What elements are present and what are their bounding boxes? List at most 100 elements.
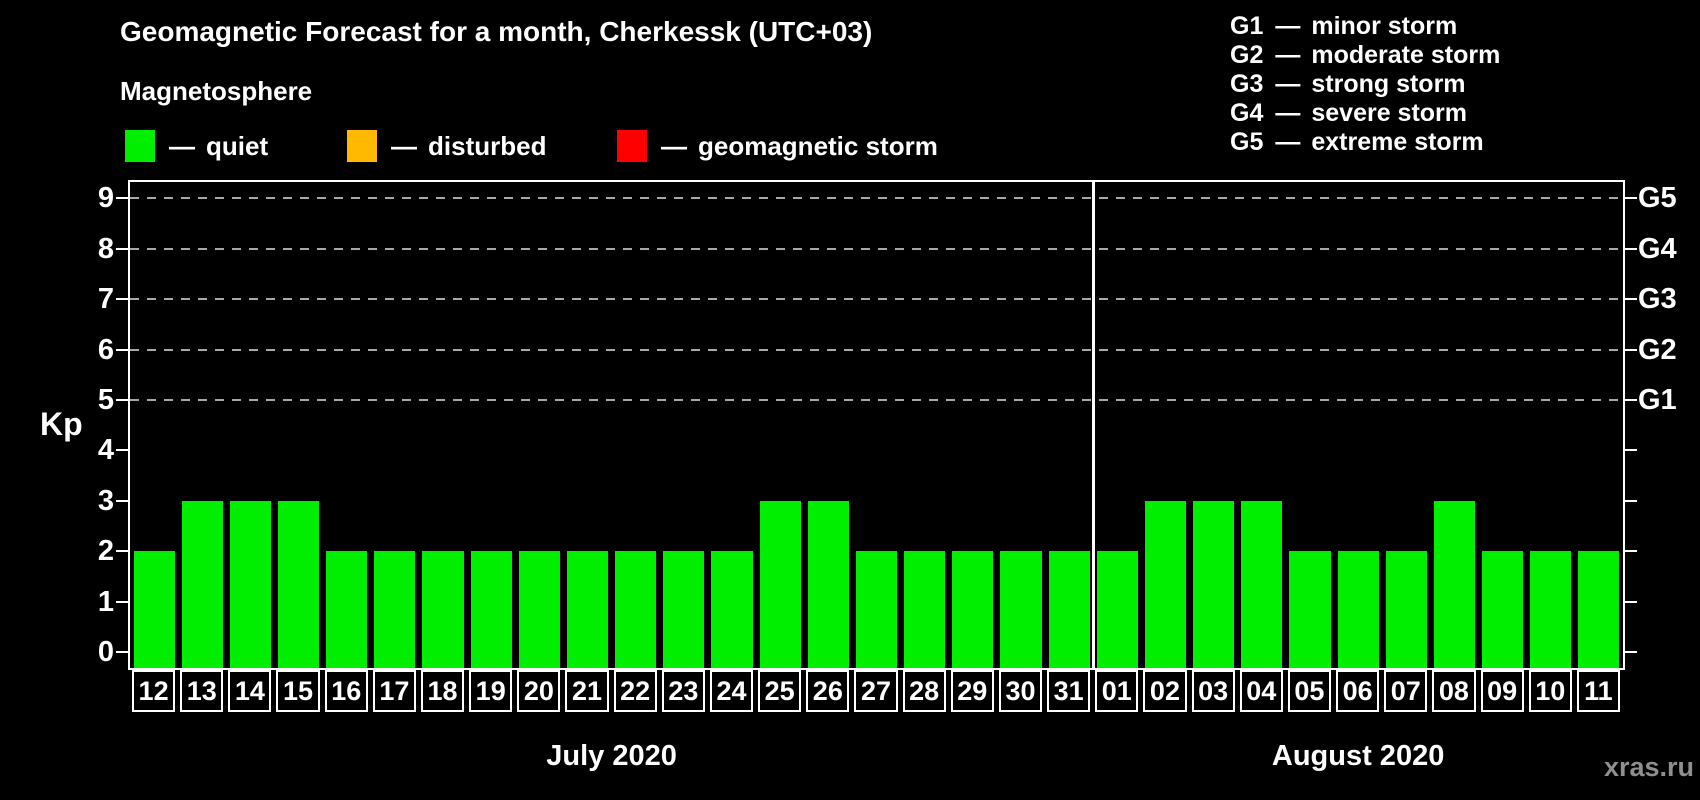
y-tick-right	[1623, 348, 1637, 351]
y-tick-label: 4	[97, 434, 114, 467]
g5-code: G5	[1230, 128, 1264, 156]
kp-bar	[759, 500, 801, 668]
gridline-kp9	[130, 197, 1623, 200]
day-label: 01	[1095, 670, 1139, 712]
kp-bar	[422, 551, 464, 668]
y-tick-left	[116, 399, 130, 401]
y-tick-left	[116, 247, 130, 250]
day-label: 21	[565, 670, 609, 712]
kp-bar	[277, 500, 320, 668]
kp-bar	[1578, 551, 1620, 668]
quiet-color-swatch	[125, 130, 155, 162]
day-label: 30	[998, 670, 1043, 712]
day-label: 16	[324, 670, 368, 712]
y-tick-label: 3	[97, 484, 114, 517]
y-tick-left	[116, 550, 130, 553]
day-label: 14	[228, 670, 272, 712]
g3-code: G3	[1230, 70, 1264, 98]
day-label: 07	[1384, 670, 1428, 712]
day-label: 22	[613, 670, 657, 712]
kp-bar	[1530, 551, 1572, 668]
day-label: 13	[180, 670, 224, 712]
day-label: 31	[1047, 670, 1091, 712]
day-label: 19	[469, 670, 513, 712]
day-label: 06	[1336, 670, 1380, 712]
g-legend-dash: —	[1275, 70, 1301, 98]
legend-label-quiet: quiet	[206, 130, 269, 161]
g-legend-dash: —	[1275, 12, 1301, 40]
day-label: 17	[372, 670, 416, 712]
g-legend-dash: —	[1275, 99, 1301, 127]
gridline-kp8	[130, 247, 1623, 250]
g4-code: G4	[1230, 99, 1264, 127]
kp-bar	[1193, 500, 1235, 668]
kp-bar	[663, 551, 705, 668]
kp-bar	[1241, 500, 1283, 668]
g-scale-legend: G1 — minor storm G2 — moderate storm G3 — stro…	[1230, 12, 1500, 157]
g3-label: strong storm	[1311, 70, 1466, 98]
month-separator-line	[1091, 182, 1095, 668]
g-legend-dash: —	[1275, 41, 1301, 69]
kp-bar	[470, 551, 512, 668]
kp-bar	[807, 500, 849, 668]
legend-label-storm: geomagnetic storm	[698, 130, 938, 161]
day-label: 10	[1528, 670, 1572, 712]
kp-bar	[1482, 551, 1524, 668]
y-tick-label: 0	[97, 636, 114, 668]
kp-bar	[952, 551, 994, 668]
kp-bar	[181, 500, 223, 668]
gridline-kp5	[130, 399, 1623, 401]
day-label: 28	[902, 670, 946, 712]
day-label: 11	[1576, 670, 1620, 712]
kp-bar	[1337, 551, 1379, 668]
y-tick-right	[1623, 550, 1637, 553]
y-tick-label: 8	[97, 232, 114, 265]
plot-area	[128, 180, 1625, 670]
month-label: August 2020	[1271, 740, 1445, 772]
y-tick-left	[116, 449, 130, 452]
kp-bar	[229, 500, 271, 668]
legend-item-quiet: — quiet	[125, 130, 268, 162]
kp-bar	[133, 551, 175, 668]
g5-label: extreme storm	[1311, 128, 1484, 156]
y-tick-right	[1623, 449, 1637, 452]
g4-label: severe storm	[1311, 99, 1468, 127]
day-label: 25	[758, 670, 802, 712]
y-tick-label: 6	[97, 333, 114, 366]
g1-code: G1	[1230, 12, 1264, 40]
y-tick-right	[1623, 499, 1637, 502]
kp-bar	[518, 551, 560, 668]
kp-bar	[1096, 551, 1138, 668]
kp-bar	[1144, 500, 1187, 668]
g1-label: minor storm	[1311, 12, 1458, 40]
watermark-xras: xras.ru	[1603, 752, 1694, 782]
day-label: 08	[1432, 670, 1476, 712]
legend-label-disturbed: disturbed	[428, 130, 547, 161]
day-label: 02	[1143, 670, 1187, 712]
kp-bar	[855, 551, 898, 668]
month-label: July 2020	[546, 740, 677, 772]
y-tick-label: 2	[97, 535, 114, 568]
kp-bar	[1048, 551, 1090, 668]
storm-color-swatch	[617, 130, 647, 162]
y-tick-left	[116, 600, 130, 603]
legend-item-disturbed: — disturbed	[347, 130, 546, 162]
chart-title: Geomagnetic Forecast for a month, Cherke…	[120, 16, 873, 47]
kp-bar	[1385, 551, 1427, 668]
day-label: 18	[420, 670, 465, 712]
g-level-label: G4	[1638, 232, 1677, 265]
kp-bar	[1000, 551, 1042, 668]
legend-dash: —	[391, 130, 417, 161]
g-legend-line-g5: G5 — extreme storm	[1230, 128, 1500, 157]
y-tick-label: 5	[97, 384, 114, 416]
kp-bar	[566, 551, 609, 668]
y-tick-right	[1623, 399, 1637, 401]
y-tick-label: 1	[97, 585, 114, 618]
kp-bar	[326, 551, 368, 668]
gridline-kp7	[130, 298, 1623, 301]
g2-label: moderate storm	[1311, 41, 1501, 69]
kp-bar	[374, 551, 416, 668]
y-tick-label: 9	[97, 182, 114, 215]
kp-bar	[1289, 551, 1331, 668]
